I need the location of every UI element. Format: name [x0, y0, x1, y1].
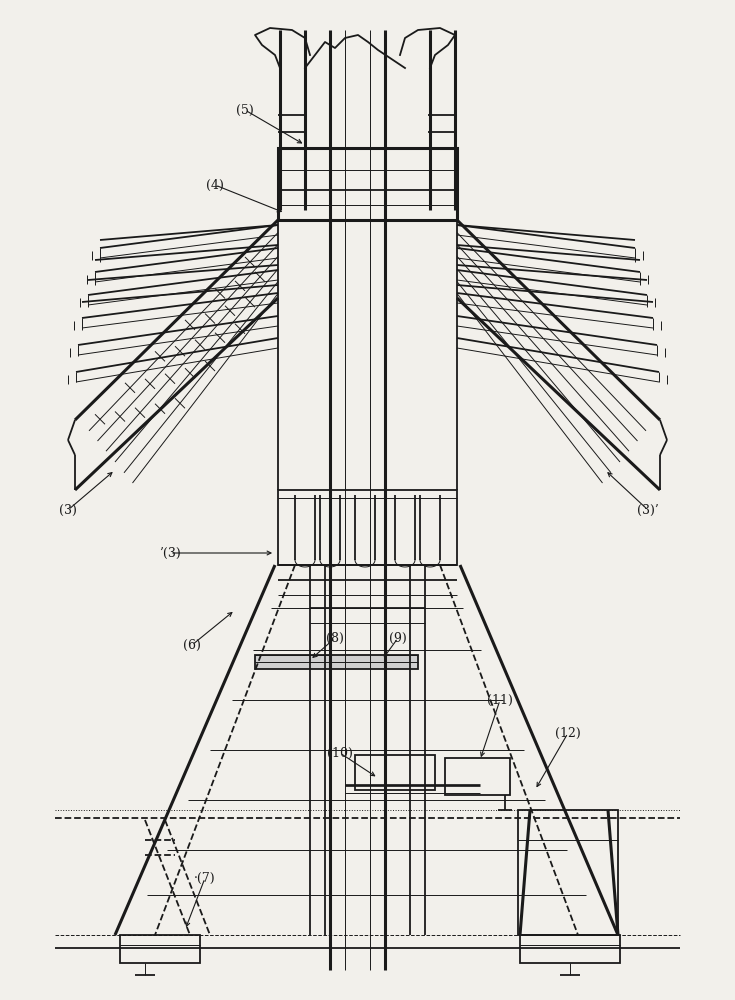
- Bar: [120, 935, 200, 963]
- Bar: [445, 758, 510, 795]
- Bar: [520, 935, 620, 963]
- Text: (5): (5): [236, 104, 254, 116]
- Text: (3)’: (3)’: [637, 504, 659, 516]
- Text: (8): (8): [326, 632, 344, 645]
- Text: ’(3): ’(3): [159, 546, 181, 560]
- Bar: [278, 148, 457, 220]
- Text: (6): (6): [183, 639, 201, 652]
- Bar: [255, 655, 418, 669]
- Text: (12): (12): [555, 726, 581, 740]
- Bar: [518, 810, 618, 935]
- Text: (9): (9): [389, 632, 407, 645]
- Text: ·(7): ·(7): [194, 871, 216, 884]
- Bar: [355, 755, 435, 790]
- Text: (10): (10): [327, 746, 353, 760]
- Text: (4): (4): [206, 178, 224, 192]
- Text: (3): (3): [59, 504, 77, 516]
- Bar: [278, 490, 457, 565]
- Text: (11): (11): [487, 694, 513, 706]
